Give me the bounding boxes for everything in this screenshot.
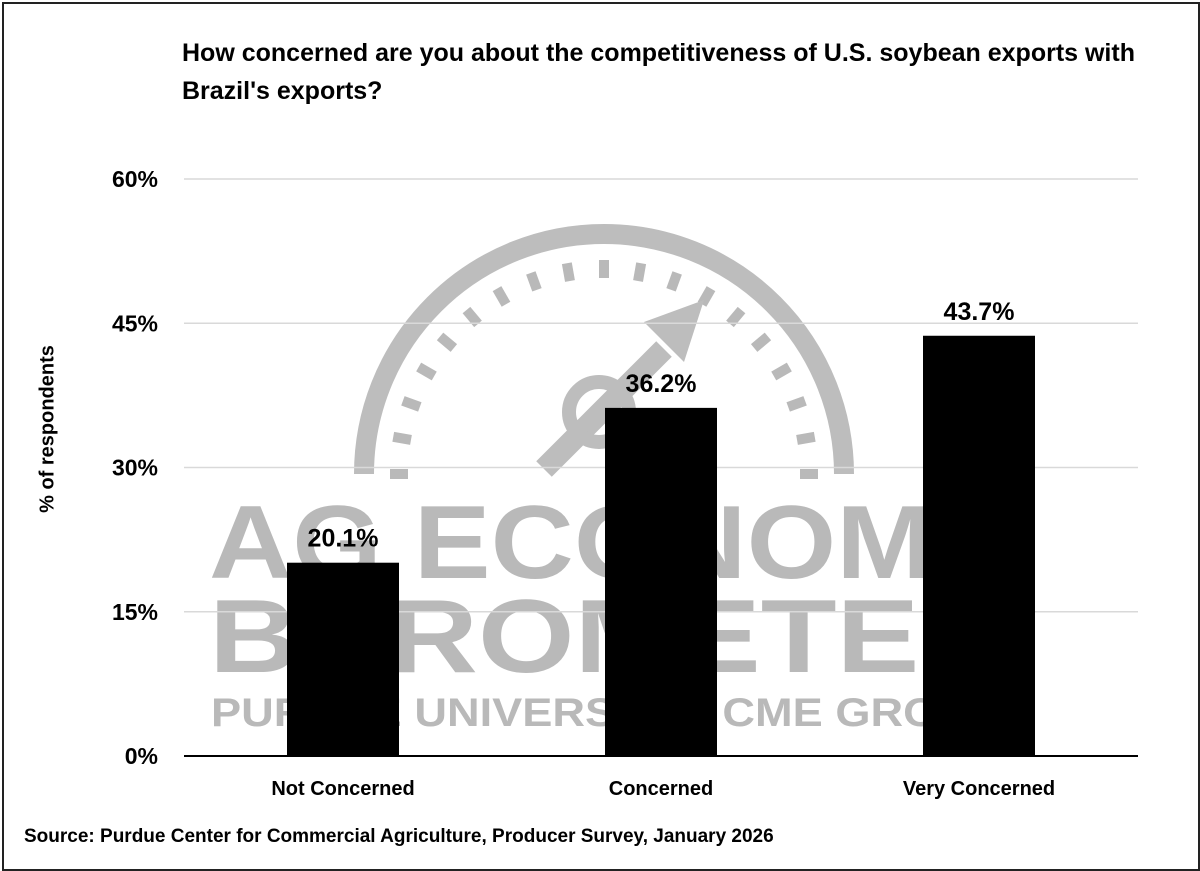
source-note: Source: Purdue Center for Commercial Agr… [24,826,774,847]
y-tick-label: 45% [112,310,158,336]
x-category-label: Concerned [609,778,713,800]
watermark-gauge-tick [526,271,542,292]
y-axis-label-container: % of respondents [26,324,70,534]
y-tick-label: 60% [112,166,158,192]
y-axis-label: % of respondents [36,345,59,513]
watermark-gauge-needle [536,341,672,477]
watermark-gauge-tick [416,362,437,381]
watermark-gauge-tick [633,262,647,282]
watermark-gauge-tick [436,332,458,352]
watermark-gauge-tick [561,262,575,282]
bar-not-concerned [287,562,399,756]
watermark-gauge-tick [796,431,816,445]
y-tick-label: 30% [112,455,158,481]
x-category-label: Very Concerned [903,778,1055,800]
watermark-gauge-tick [786,396,807,412]
data-label: 36.2% [626,370,697,398]
watermark-gauge-arrowhead [644,300,704,362]
watermark-gauge-tick [392,431,412,445]
y-axis-ticks: 0% 15% 30% 45% 60% [112,166,158,769]
y-tick-label: 15% [112,599,158,625]
x-category-label: Not Concerned [271,778,414,800]
watermark-gauge-tick [401,396,422,412]
watermark-gauge-tick [750,332,772,352]
watermark-gauge-arc [354,224,854,475]
bar-very-concerned [923,335,1035,756]
bar-concerned [605,407,717,756]
watermark-gauge-tick [697,286,716,307]
y-tick-label: 0% [125,743,158,769]
bar-chart: AG ECONOMY BAROMETER PURDUE UNIVERSITY |… [112,166,1138,800]
chart-bars [287,335,1035,756]
data-label: 20.1% [308,525,379,553]
watermark-gauge-tick [666,271,682,292]
chart-title: How concerned are you about the competit… [182,39,1135,105]
watermark-gauge-tick [771,362,792,381]
data-label: 43.7% [944,298,1015,326]
watermark-gauge-ticks [390,260,818,479]
watermark-gauge-tick [462,306,482,328]
data-labels: 20.1% 36.2% 43.7% [308,298,1015,553]
watermark-gauge-tick [726,306,746,328]
x-axis-categories: Not Concerned Concerned Very Concerned [271,778,1055,800]
watermark-gauge-tick [492,286,511,307]
